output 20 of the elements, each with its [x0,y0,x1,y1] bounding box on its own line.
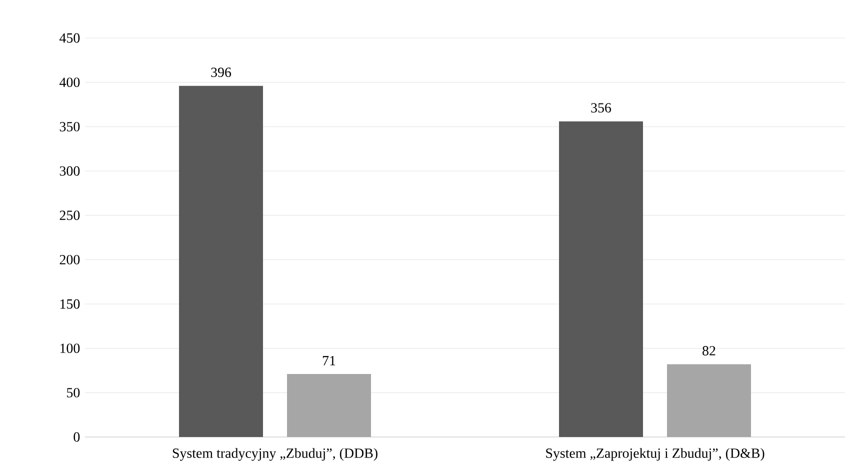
data-label: 82 [702,346,716,356]
bar [667,364,752,437]
y-tick-label: 200 [60,254,80,264]
y-tick-label: 0 [74,432,80,442]
y-tick-label: 250 [60,210,80,220]
y-tick-label: 150 [60,299,80,309]
y-tick-label: 450 [59,33,80,43]
y-tick-label: 50 [67,388,80,398]
x-tick-label: System „Zaprojektuj i Zbuduj”, (D&B) [546,448,764,461]
bar [559,121,644,437]
bar [287,374,372,437]
x-tick-label: System tradycyjny „Zbuduj”, (DDB) [172,448,378,461]
y-tick-label: 100 [60,344,80,354]
y-tick-label: 400 [59,78,80,88]
y-tick-label: 350 [60,122,80,132]
y-tick-label: 300 [60,166,80,176]
data-label: 71 [322,356,336,366]
data-label: 396 [211,68,232,78]
bar [179,86,263,437]
data-label: 356 [591,103,612,112]
